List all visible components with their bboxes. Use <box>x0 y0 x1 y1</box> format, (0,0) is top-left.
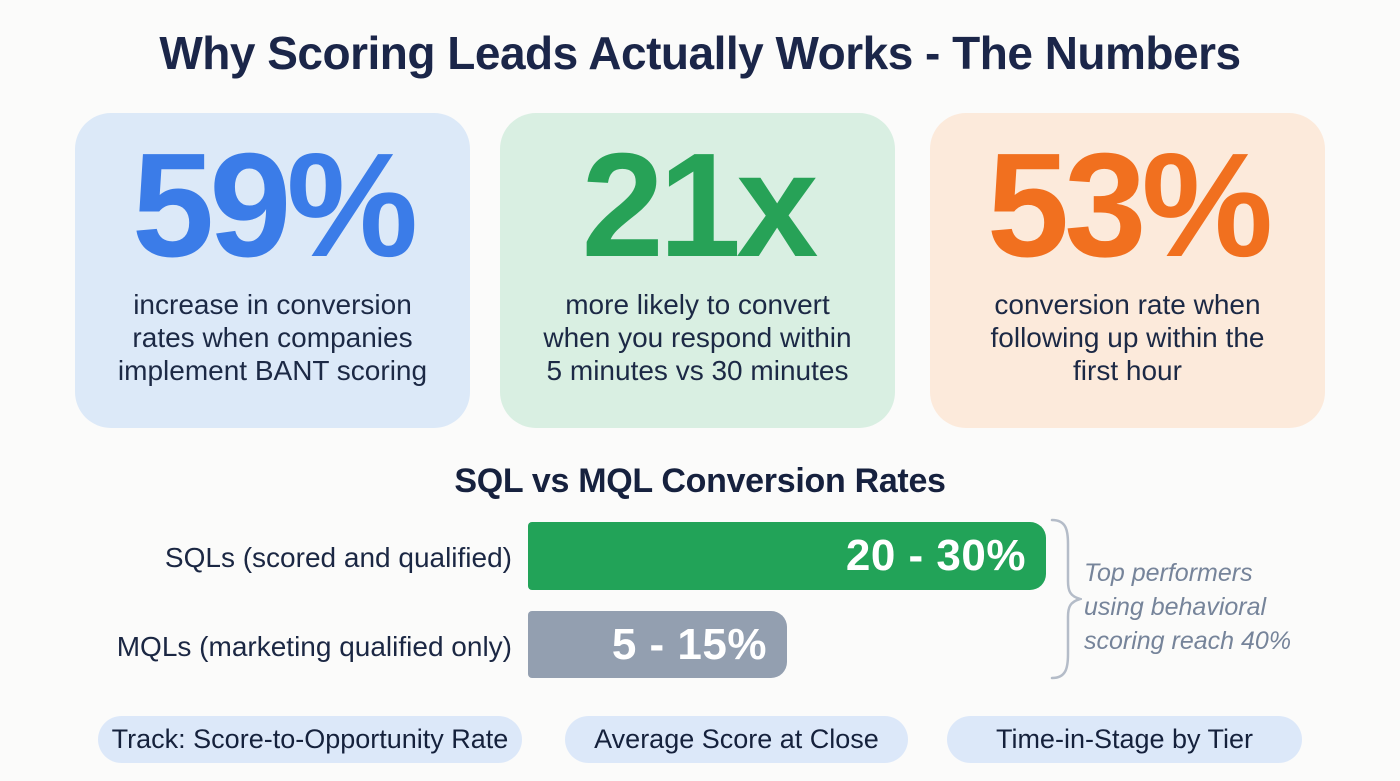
stat-card-bant-scoring: 59% increase in conversion rates when co… <box>75 113 470 428</box>
curly-brace <box>1050 518 1082 680</box>
chart-title: SQL vs MQL Conversion Rates <box>454 462 946 500</box>
chart-annotation: Top performers using behavioral scoring … <box>1084 559 1292 655</box>
stat-description: increase in conversion rates when compan… <box>117 288 428 386</box>
pill-score-to-opportunity[interactable]: Track: Score-to-Opportunity Rate <box>98 716 522 763</box>
bar-value-sqls: 20 - 30% <box>845 531 1026 580</box>
stat-value: 53% <box>986 123 1273 288</box>
stat-description: more likely to convert when you respond … <box>543 288 852 386</box>
stat-value: 59% <box>131 123 418 288</box>
pill-label: Average Score at Close <box>594 724 879 754</box>
stat-card-response-time: 21x more likely to convert when you resp… <box>500 113 895 428</box>
bar-label-sqls: SQLs (scored and qualified) <box>164 542 512 573</box>
stat-card-first-hour: 53% conversion rate when following up wi… <box>930 113 1325 428</box>
pill-label: Track: Score-to-Opportunity Rate <box>111 724 509 754</box>
bar-sqls: 20 - 30% <box>528 522 1046 590</box>
pill-time-in-stage[interactable]: Time-in-Stage by Tier <box>947 716 1302 763</box>
bar-label-mqls: MQLs (marketing qualified only) <box>116 631 512 662</box>
pill-average-score-at-close[interactable]: Average Score at Close <box>565 716 908 763</box>
bar-mqls: 5 - 15% <box>528 611 787 678</box>
bar-value-mqls: 5 - 15% <box>611 619 767 669</box>
stat-description: conversion rate when following up within… <box>990 288 1265 386</box>
stat-value: 21x <box>581 123 819 288</box>
page-title: Why Scoring Leads Actually Works - The N… <box>159 27 1241 79</box>
pill-label: Time-in-Stage by Tier <box>995 724 1254 754</box>
